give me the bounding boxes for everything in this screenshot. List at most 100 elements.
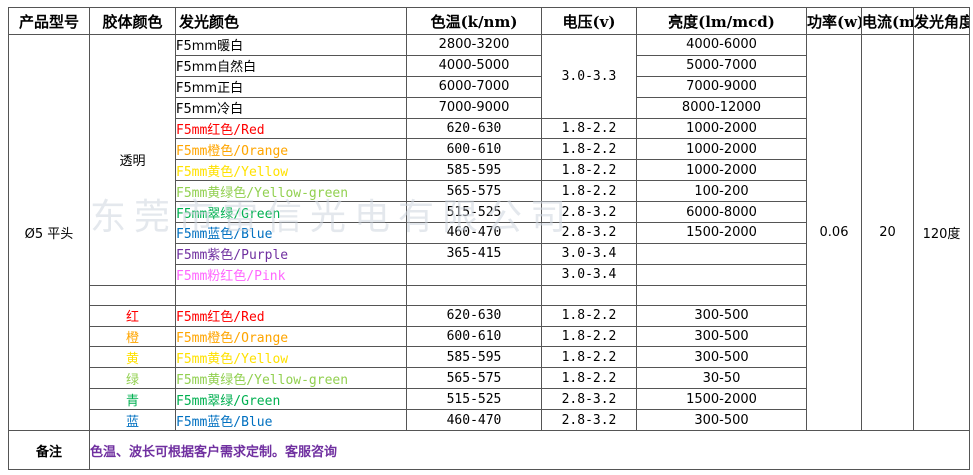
brightness-cell: 7000-9000 xyxy=(636,75,807,98)
header-angle: 发光角度 xyxy=(913,7,970,35)
header-voltage: 电压(v) xyxy=(541,7,637,35)
empty-cell xyxy=(541,284,637,306)
brightness-cell: 1000-2000 xyxy=(636,138,807,161)
brightness-cell: 1500-2000 xyxy=(636,222,807,244)
voltage-cell: 1.8-2.2 xyxy=(541,367,637,390)
spacer-row xyxy=(9,284,970,306)
header-row: 产品型号 胶体颜色 发光颜色 色温(k/nm) 电压(v) 亮度(lm/mcd)… xyxy=(8,7,970,35)
temp-cell: 460-470 xyxy=(406,222,542,244)
body-color-transparent: 透明 xyxy=(89,34,176,286)
model-cell: Ø5 平头 xyxy=(8,33,90,432)
temp-cell: 6000-7000 xyxy=(406,75,542,98)
brightness-cell: 5000-7000 xyxy=(636,54,807,77)
table-row: 绿 F5mm黄绿色/Yellow-green 565-575 1.8-2.2 3… xyxy=(9,367,970,390)
empty-cell xyxy=(175,284,407,306)
temp-cell: 2800-3200 xyxy=(406,34,542,56)
header-current: 电流(ma) xyxy=(861,7,914,35)
brightness-cell xyxy=(636,263,807,286)
voltage-cell: 3.0-3.4 xyxy=(541,242,637,265)
emit-color-cell: F5mm翠绿/Green xyxy=(175,388,407,411)
empty-cell xyxy=(636,284,807,306)
table-row: F5mm自然白 4000-5000 5000-7000 xyxy=(9,54,970,77)
emit-color-cell: F5mm冷白 xyxy=(175,96,407,119)
note-text: 色温、波长可根据客户需求定制。客服咨询 xyxy=(89,430,970,471)
voltage-cell: 1.8-2.2 xyxy=(541,138,637,161)
temp-cell: 565-575 xyxy=(406,367,542,390)
table-row: F5mm黄色/Yellow 585-595 1.8-2.2 1000-2000 xyxy=(9,159,970,182)
emit-color-cell: F5mm紫色/Purple xyxy=(175,242,407,265)
emit-color-cell: F5mm粉红色/Pink xyxy=(175,263,407,286)
angle-cell: 120度 xyxy=(913,33,970,432)
brightness-cell xyxy=(636,242,807,265)
emit-color-cell: F5mm红色/Red xyxy=(175,304,407,327)
emit-color-cell: F5mm红色/Red xyxy=(175,117,407,140)
voltage-cell: 1.8-2.2 xyxy=(541,159,637,182)
table-row: F5mm红色/Red 620-630 1.8-2.2 1000-2000 xyxy=(9,117,970,140)
header-body-color: 胶体颜色 xyxy=(89,7,176,35)
temp-cell: 620-630 xyxy=(406,304,542,327)
temp-cell: 515-525 xyxy=(406,201,542,224)
voltage-cell: 3.0-3.3 xyxy=(541,34,637,119)
emit-color-cell: F5mm黄色/Yellow xyxy=(175,346,407,369)
temp-cell: 365-415 xyxy=(406,242,542,265)
brightness-cell: 1000-2000 xyxy=(636,117,807,140)
temp-cell: 600-610 xyxy=(406,325,542,348)
temp-cell: 620-630 xyxy=(406,117,542,140)
brightness-cell: 1000-2000 xyxy=(636,159,807,182)
brightness-cell: 4000-6000 xyxy=(636,34,807,56)
header-model: 产品型号 xyxy=(8,7,90,35)
power-cell: 0.06 xyxy=(806,33,862,432)
emit-color-cell: F5mm暖白 xyxy=(175,34,407,56)
brightness-cell: 8000-12000 xyxy=(636,96,807,119)
brightness-cell: 6000-8000 xyxy=(636,201,807,224)
voltage-cell: 2.8-3.2 xyxy=(541,201,637,224)
emit-color-cell: F5mm黄绿色/Yellow-green xyxy=(175,180,407,203)
voltage-cell: 2.8-3.2 xyxy=(541,222,637,244)
led-spec-table: 产品型号 胶体颜色 发光颜色 色温(k/nm) 电压(v) 亮度(lm/mcd)… xyxy=(8,7,970,471)
voltage-cell: 3.0-3.4 xyxy=(541,263,637,286)
emit-color-cell: F5mm黄色/Yellow xyxy=(175,159,407,182)
body-color-cell: 橙 xyxy=(89,325,176,348)
table-row: F5mm粉红色/Pink 3.0-3.4 xyxy=(9,263,970,286)
temp-cell: 4000-5000 xyxy=(406,54,542,77)
temp-cell: 460-470 xyxy=(406,409,542,432)
voltage-cell: 1.8-2.2 xyxy=(541,117,637,140)
header-power: 功率(w) xyxy=(806,7,862,35)
table-row: F5mm黄绿色/Yellow-green 565-575 1.8-2.2 100… xyxy=(9,180,970,203)
body-color-cell: 绿 xyxy=(89,367,176,390)
voltage-cell: 1.8-2.2 xyxy=(541,304,637,327)
voltage-cell: 1.8-2.2 xyxy=(541,325,637,348)
table-row: F5mm橙色/Orange 600-610 1.8-2.2 1000-2000 xyxy=(9,138,970,161)
table-row: 橙 F5mm橙色/Orange 600-610 1.8-2.2 300-500 xyxy=(9,325,970,348)
voltage-cell: 2.8-3.2 xyxy=(541,409,637,432)
voltage-cell: 1.8-2.2 xyxy=(541,346,637,369)
header-temp: 色温(k/nm) xyxy=(406,7,542,35)
table-row: Ø5 平头 透明 F5mm暖白 2800-3200 3.0-3.3 4000-6… xyxy=(8,33,970,432)
note-label: 备注 xyxy=(8,430,90,471)
voltage-cell: 2.8-3.2 xyxy=(541,388,637,411)
table-row: 红 F5mm红色/Red 620-630 1.8-2.2 300-500 xyxy=(9,304,970,327)
temp-cell: 515-525 xyxy=(406,388,542,411)
current-cell: 20 xyxy=(861,33,914,432)
empty-cell xyxy=(89,284,176,306)
brightness-cell: 300-500 xyxy=(636,304,807,327)
voltage-cell: 1.8-2.2 xyxy=(541,180,637,203)
table-row: F5mm冷白 7000-9000 8000-12000 xyxy=(9,96,970,119)
brightness-cell: 300-500 xyxy=(636,409,807,432)
table-row: F5mm正白 6000-7000 7000-9000 xyxy=(9,75,970,98)
temp-cell: 565-575 xyxy=(406,180,542,203)
table-row: 青 F5mm翠绿/Green 515-525 2.8-3.2 1500-2000 xyxy=(9,388,970,411)
emit-color-cell: F5mm橙色/Orange xyxy=(175,325,407,348)
temp-cell: 585-595 xyxy=(406,159,542,182)
brightness-cell: 300-500 xyxy=(636,325,807,348)
body-color-cell: 青 xyxy=(89,388,176,411)
table-row: 黄 F5mm黄色/Yellow 585-595 1.8-2.2 300-500 xyxy=(9,346,970,369)
temp-cell xyxy=(406,263,542,286)
body-color-cell: 红 xyxy=(89,304,176,327)
temp-cell: 7000-9000 xyxy=(406,96,542,119)
brightness-cell: 1500-2000 xyxy=(636,388,807,411)
body-color-cell: 黄 xyxy=(89,346,176,369)
emit-color-cell: F5mm橙色/Orange xyxy=(175,138,407,161)
emit-color-cell: F5mm蓝色/Blue xyxy=(175,222,407,244)
temp-cell: 600-610 xyxy=(406,138,542,161)
